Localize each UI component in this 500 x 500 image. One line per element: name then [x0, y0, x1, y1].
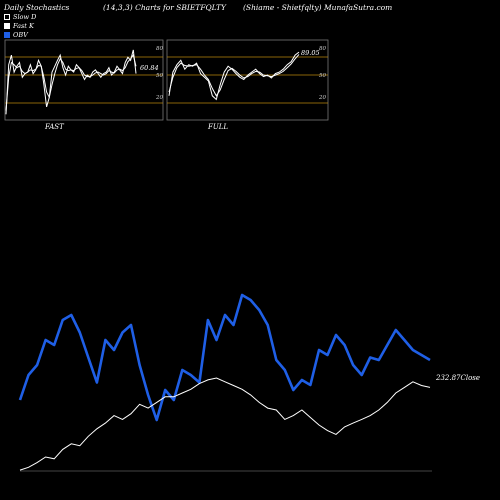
chart-title-right: (Shiame - Shietfqlty) MunafaSutra.com [243, 3, 393, 12]
fast-level-label-20: 20 [155, 95, 163, 101]
legend-label-obv: OBV [13, 30, 28, 39]
fast-panel-frame [4, 39, 164, 121]
full-fast-k-line [168, 51, 300, 101]
legend-swatch-slow-d [4, 13, 10, 20]
legend-item-obv: OBV [4, 30, 36, 39]
obv-panel: 232.87Close [18, 293, 480, 472]
full-level-label-80: 80 [319, 46, 326, 52]
fast-fast-k-line [5, 49, 137, 115]
legend-swatch-fast-k [4, 22, 10, 29]
legend-item-slow-d: Slow D [4, 12, 36, 21]
legend-label-fast-k: Fast K [13, 21, 34, 30]
fast-level-label-80: 80 [156, 46, 163, 52]
obv-line [18, 293, 431, 422]
full-panel: 80 50 20 89.05 FULL [166, 39, 329, 131]
close-value-label: 232.87Close [435, 374, 480, 382]
full-level-label-20: 20 [318, 95, 326, 101]
full-panel-frame [166, 39, 329, 121]
fast-value-label: 60.84 [140, 64, 159, 72]
full-panel-label: FULL [207, 123, 228, 131]
close-price-line [19, 377, 431, 471]
fast-panel: 80 50 20 60.84 FAST [4, 39, 164, 131]
chart-title-left: Daily Stochastics [4, 3, 70, 12]
legend-swatch-obv [4, 31, 10, 38]
legend-item-fast-k: Fast K [4, 21, 36, 30]
chart-title-mid: (14,3,3) Charts for SBIETFQLTY [103, 3, 226, 12]
full-level-label-50: 50 [319, 73, 326, 79]
fast-level-label-50: 50 [156, 73, 163, 79]
fast-panel-label: FAST [44, 123, 65, 131]
full-value-label: 89.05 [301, 49, 320, 57]
legend: Slow D Fast K OBV [4, 12, 36, 39]
legend-label-slow-d: Slow D [13, 12, 37, 21]
